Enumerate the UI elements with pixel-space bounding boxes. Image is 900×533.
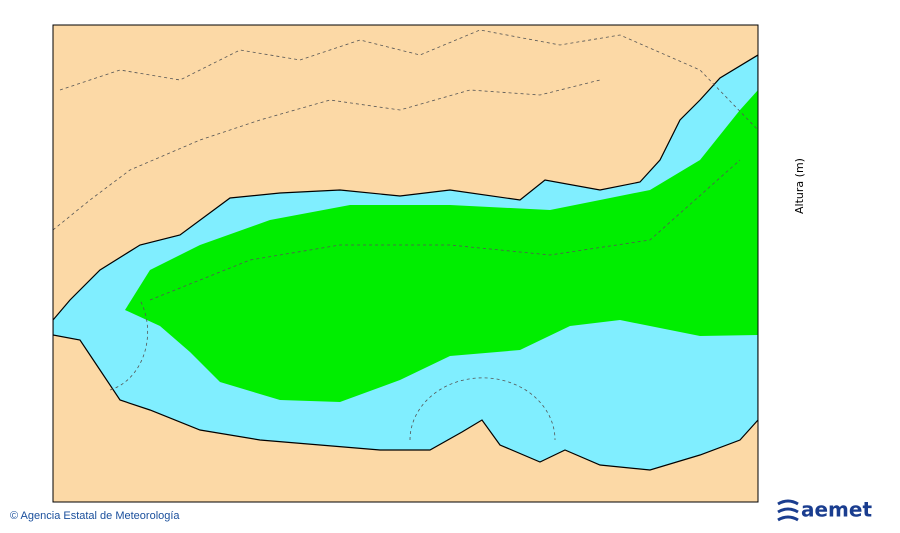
borders (53, 29, 758, 441)
map (53, 25, 758, 502)
colorbar-title: Altura (m) (793, 158, 806, 214)
logo-icon (777, 499, 799, 522)
logo: aemet (777, 498, 872, 522)
logo-text: aemet (801, 498, 872, 522)
credit-text: © Agencia Estatal de Meteorología (10, 510, 180, 522)
map-frame (52, 24, 759, 503)
high-wave-zone (125, 90, 758, 402)
credit: © Agencia Estatal de Meteorología (10, 510, 180, 522)
